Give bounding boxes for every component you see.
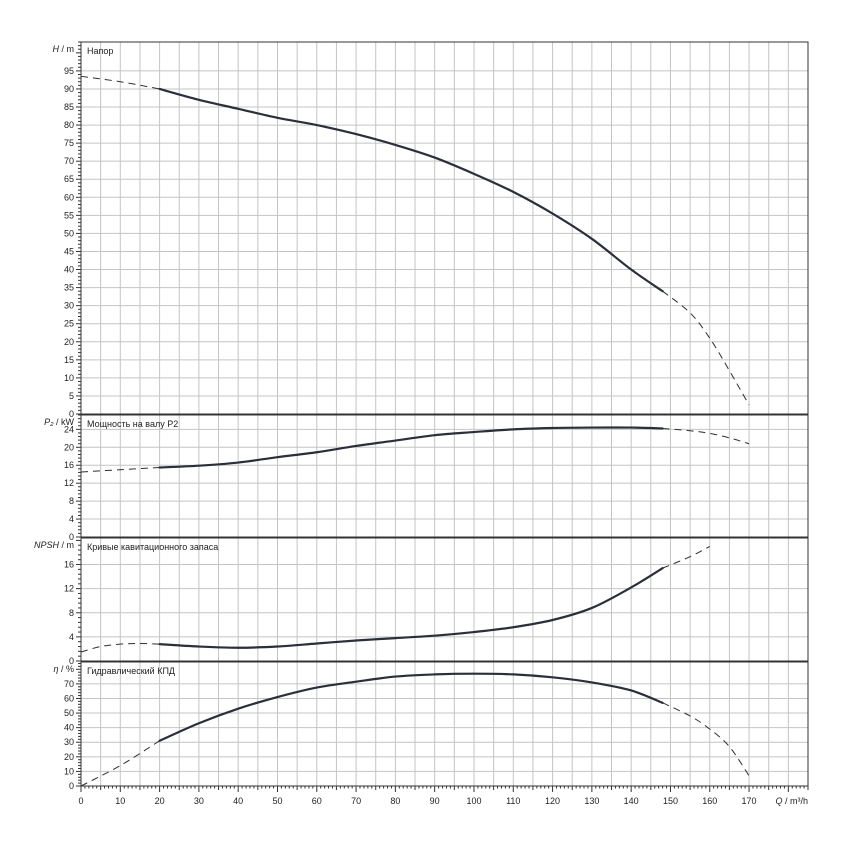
y-axis-label-efficiency: η / %	[53, 664, 74, 674]
y-tick-label-head: 25	[64, 319, 74, 329]
curve-power-solid	[158, 426, 664, 469]
x-tick-label: 170	[742, 796, 757, 806]
y-tick-label-efficiency: 70	[64, 679, 74, 689]
y-tick-label-head: 80	[64, 120, 74, 130]
y-tick-label-head: 40	[64, 265, 74, 275]
panel-title-npsh: Кривые кавитационного запаса	[87, 542, 218, 552]
x-tick-label: 80	[390, 796, 400, 806]
x-tick-label: 40	[233, 796, 243, 806]
y-tick-label-power: 12	[64, 478, 74, 488]
curve-head-solid	[158, 87, 664, 293]
y-tick-label-head: 95	[64, 66, 74, 76]
x-tick-label: 100	[466, 796, 481, 806]
curve-npsh-dashed-left	[80, 643, 160, 653]
y-tick-label-head: 65	[64, 174, 74, 184]
frame-layer	[76, 41, 809, 792]
x-tick-label: 50	[272, 796, 282, 806]
y-tick-label-head: 10	[64, 373, 74, 383]
panel-title-head: Напор	[87, 46, 113, 56]
panel-title-efficiency: Гидравлический КПД	[87, 666, 175, 676]
y-axis-label-power: P₂ / kW	[44, 417, 74, 427]
y-tick-label-efficiency: 0	[69, 781, 74, 791]
y-tick-label-efficiency: 30	[64, 737, 74, 747]
x-tick-label: 140	[624, 796, 639, 806]
curve-power-dashed-right	[662, 427, 750, 445]
y-tick-label-efficiency: 60	[64, 693, 74, 703]
y-tick-label-head: 50	[64, 228, 74, 238]
y-tick-label-head: 5	[69, 391, 74, 401]
y-tick-label-head: 55	[64, 210, 74, 220]
x-tick-label: 20	[155, 796, 165, 806]
y-tick-label-head: 85	[64, 102, 74, 112]
panel-frame-npsh	[80, 537, 809, 662]
grid-layer	[81, 42, 808, 786]
y-tick-label-power: 0	[69, 532, 74, 542]
panel-frame-head	[80, 41, 809, 415]
curve-npsh-solid	[158, 567, 664, 649]
y-axis-label-npsh: NPSH / m	[34, 540, 74, 550]
x-tick-label: 130	[584, 796, 599, 806]
y-tick-label-head: 70	[64, 156, 74, 166]
x-tick-label: 160	[702, 796, 717, 806]
y-tick-label-head: 0	[69, 409, 74, 419]
x-tick-label: 150	[663, 796, 678, 806]
y-tick-label-head: 35	[64, 283, 74, 293]
y-tick-label-power: 4	[69, 514, 74, 524]
y-tick-label-npsh: 16	[64, 560, 74, 570]
curve-efficiency-dashed-right	[662, 702, 750, 777]
y-tick-label-head: 30	[64, 301, 74, 311]
y-tick-label-npsh: 4	[69, 632, 74, 642]
y-tick-label-head: 75	[64, 138, 74, 148]
curve-power-dashed-left	[80, 466, 160, 473]
y-tick-label-head: 60	[64, 192, 74, 202]
y-tick-label-npsh: 0	[69, 656, 74, 666]
y-tick-label-power: 20	[64, 442, 74, 452]
curve-head-dashed-right	[662, 290, 750, 406]
y-tick-label-head: 45	[64, 246, 74, 256]
x-tick-label: 110	[506, 796, 520, 806]
x-tick-label: 0	[78, 796, 83, 806]
curve-head-dashed-left	[80, 75, 160, 90]
y-tick-label-npsh: 12	[64, 584, 74, 594]
y-tick-label-power: 8	[69, 496, 74, 506]
y-tick-label-efficiency: 20	[64, 752, 74, 762]
x-tick-label: 30	[194, 796, 204, 806]
curve-npsh-dashed-right	[662, 545, 710, 569]
y-tick-label-efficiency: 40	[64, 723, 74, 733]
x-axis-label: Q / m³/h	[775, 796, 808, 806]
y-tick-label-head: 15	[64, 355, 74, 365]
y-tick-label-efficiency: 50	[64, 708, 74, 718]
curve-efficiency-solid	[158, 672, 664, 742]
x-tick-label: 70	[351, 796, 361, 806]
curve-layer	[80, 75, 750, 787]
y-tick-label-efficiency: 10	[64, 766, 74, 776]
x-tick-label: 120	[545, 796, 560, 806]
panel-frame-efficiency	[80, 661, 809, 787]
x-tick-label: 60	[312, 796, 322, 806]
y-tick-label-power: 16	[64, 460, 74, 470]
y-tick-label-head: 90	[64, 84, 74, 94]
y-axis-label-head: H / m	[53, 44, 75, 54]
label-layer: 05101520253035404550556065707580859095На…	[34, 44, 808, 806]
y-tick-label-power: 24	[64, 424, 74, 434]
panel-title-power: Мощность на валу P2	[87, 419, 178, 429]
x-tick-label: 90	[430, 796, 440, 806]
x-tick-label: 10	[115, 796, 125, 806]
y-tick-label-head: 20	[64, 337, 74, 347]
y-tick-label-npsh: 8	[69, 608, 74, 618]
